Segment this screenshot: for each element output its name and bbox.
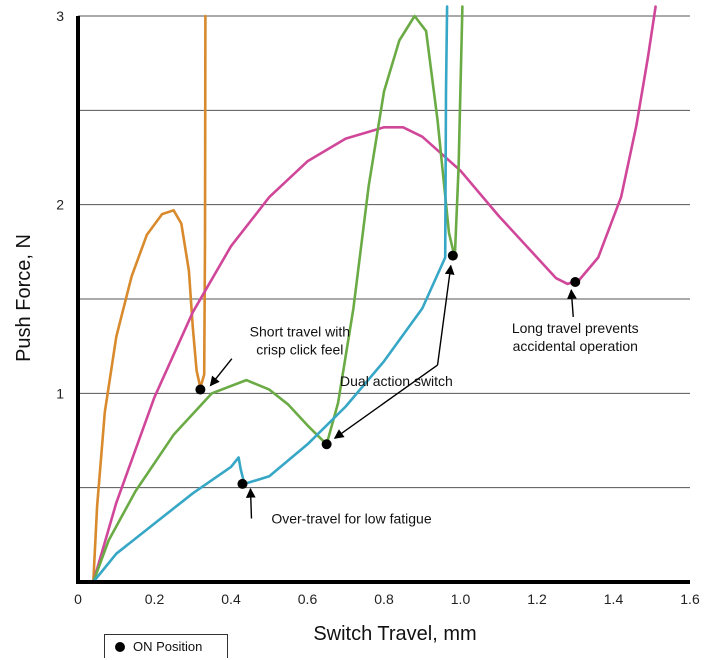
x-tick-label: 1.6: [680, 591, 700, 607]
legend: ON Position: [104, 634, 228, 658]
y-tick-label: 1: [56, 385, 64, 401]
on-position-marker: [321, 439, 332, 450]
y-axis-title: Push Force, N: [13, 234, 35, 362]
annotation-text: accidental operation: [513, 338, 638, 354]
annotation-text: crisp click feel: [256, 342, 343, 358]
on-position-marker: [237, 478, 248, 489]
on-position-markers: [195, 250, 581, 489]
on-position-legend-marker: [115, 641, 125, 652]
annotation-text: Dual action switch: [340, 373, 453, 389]
x-tick-label: 0.6: [298, 591, 318, 607]
series-layer: [92, 5, 657, 582]
annotation-arrow: [245, 487, 256, 519]
x-tick-label: 1.2: [527, 591, 547, 607]
x-tick-label: 0: [74, 591, 82, 607]
on-position-marker: [570, 277, 581, 288]
x-tick-label: 1.4: [604, 591, 624, 607]
y-tick-label: 3: [56, 8, 64, 24]
annotation-text: Short travel with: [250, 324, 350, 340]
x-axis-title: Switch Travel, mm: [313, 623, 476, 645]
annotation-arrow: [333, 364, 438, 439]
axes: [76, 16, 690, 584]
annotation-arrow: [567, 289, 577, 318]
gridlines: [78, 15, 690, 489]
annotation-arrow: [436, 264, 455, 366]
annotation-text: Over-travel for low fatigue: [271, 511, 431, 527]
series-line-3: [92, 5, 464, 582]
x-tick-label: 0.2: [145, 591, 165, 607]
x-tick-label: 1.0: [451, 591, 471, 607]
tick-labels: 0 0.2 0.4 0.6 0.8 1.0 1.2 1.4 1.6 1 2 3: [56, 8, 700, 607]
annotation-arrow: [209, 358, 233, 387]
annotations: Short travel with crisp click feel Over-tr…: [209, 264, 639, 527]
x-tick-label: 0.8: [374, 591, 394, 607]
legend-label: ON Position: [133, 639, 203, 654]
series-line-1: [92, 14, 207, 582]
annotation-text: Long travel prevents: [512, 320, 639, 336]
y-tick-label: 2: [56, 197, 64, 213]
x-tick-label: 0.4: [221, 591, 241, 607]
on-position-marker: [447, 250, 458, 261]
on-position-marker: [195, 384, 206, 395]
series-line-4: [92, 5, 449, 582]
